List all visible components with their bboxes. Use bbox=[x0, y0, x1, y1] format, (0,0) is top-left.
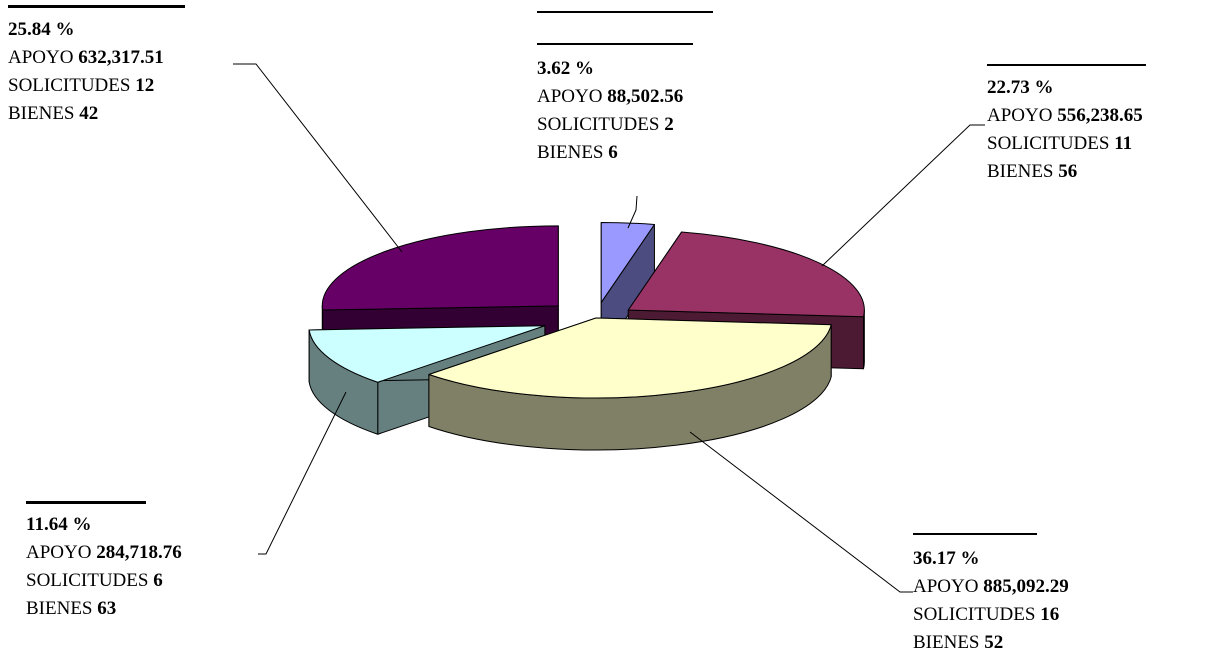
slice-1-bienes-value: 6 bbox=[608, 142, 618, 163]
slice-5-apoyo-label: APOYO bbox=[8, 47, 74, 68]
slice-1-percent: 3.62 % bbox=[537, 58, 594, 79]
label-underline bbox=[8, 5, 185, 8]
slice-2-percent: 22.73 % bbox=[987, 77, 1054, 98]
slice-2-solicitudes-value: 11 bbox=[1114, 133, 1133, 154]
slice-4-apoyo-value: 284,718.76 bbox=[96, 542, 182, 563]
slice-4-percent: 11.64 % bbox=[26, 514, 92, 535]
slice-2-apoyo-label: APOYO bbox=[987, 105, 1053, 126]
slice-2-solicitudes-label: SOLICITUDES bbox=[987, 133, 1110, 154]
pie-slice-3 bbox=[428, 317, 832, 451]
slice-1-apoyo-value: 88,502.56 bbox=[607, 86, 684, 107]
slice-4-bienes-label: BIENES bbox=[26, 598, 93, 619]
slice-3-bienes-label: BIENES bbox=[913, 632, 980, 653]
slice-4-apoyo-label: APOYO bbox=[26, 542, 92, 563]
slice-5-percent: 25.84 % bbox=[8, 19, 75, 40]
slice-1-bienes-label: BIENES bbox=[537, 142, 604, 163]
data-label-slice-4: 11.64 % APOYO 284,718.76 SOLICITUDES 6 B… bbox=[26, 511, 182, 623]
data-label-slice-2: 22.73 % APOYO 556,238.65 SOLICITUDES 11 … bbox=[987, 74, 1143, 186]
label-underline bbox=[913, 533, 1037, 535]
slice-1-solicitudes-value: 2 bbox=[664, 114, 674, 135]
slice-2-bienes-label: BIENES bbox=[987, 161, 1054, 182]
slice-5-bienes-value: 42 bbox=[79, 103, 99, 124]
slice-3-percent: 36.17 % bbox=[913, 548, 980, 569]
slice-3-bienes-value: 52 bbox=[984, 632, 1004, 653]
slice-2-bienes-value: 56 bbox=[1058, 161, 1078, 182]
slice-2-apoyo-value: 556,238.65 bbox=[1057, 105, 1143, 126]
leader-line-2 bbox=[821, 124, 985, 267]
slice-5-bienes-label: BIENES bbox=[8, 103, 75, 124]
leader-line-5 bbox=[233, 63, 403, 253]
slice-5-apoyo-value: 632,317.51 bbox=[78, 47, 164, 68]
slice-3-solicitudes-value: 16 bbox=[1040, 604, 1060, 625]
slice-3-solicitudes-label: SOLICITUDES bbox=[913, 604, 1036, 625]
slice-1-apoyo-label: APOYO bbox=[537, 86, 603, 107]
leader-line-4 bbox=[258, 391, 347, 555]
label-underline bbox=[537, 11, 713, 13]
data-label-slice-3: 36.17 % APOYO 885,092.29 SOLICITUDES 16 … bbox=[913, 545, 1069, 657]
slice-4-solicitudes-label: SOLICITUDES bbox=[26, 570, 149, 591]
label-underline bbox=[537, 43, 693, 45]
leader-line-3 bbox=[689, 431, 913, 593]
slice-4-solicitudes-value: 6 bbox=[153, 570, 163, 591]
slice-5-solicitudes-label: SOLICITUDES bbox=[8, 75, 131, 96]
data-label-slice-1: 3.62 % APOYO 88,502.56 SOLICITUDES 2 BIE… bbox=[537, 55, 683, 167]
leader-line-1 bbox=[627, 195, 638, 229]
slice-3-apoyo-value: 885,092.29 bbox=[983, 576, 1069, 597]
label-underline bbox=[26, 501, 146, 504]
label-underline bbox=[987, 64, 1146, 66]
slice-5-solicitudes-value: 12 bbox=[135, 75, 155, 96]
data-label-slice-5: 25.84 % APOYO 632,317.51 SOLICITUDES 12 … bbox=[8, 16, 164, 128]
slice-4-bienes-value: 63 bbox=[97, 598, 117, 619]
slice-1-solicitudes-label: SOLICITUDES bbox=[537, 114, 660, 135]
slice-3-apoyo-label: APOYO bbox=[913, 576, 979, 597]
